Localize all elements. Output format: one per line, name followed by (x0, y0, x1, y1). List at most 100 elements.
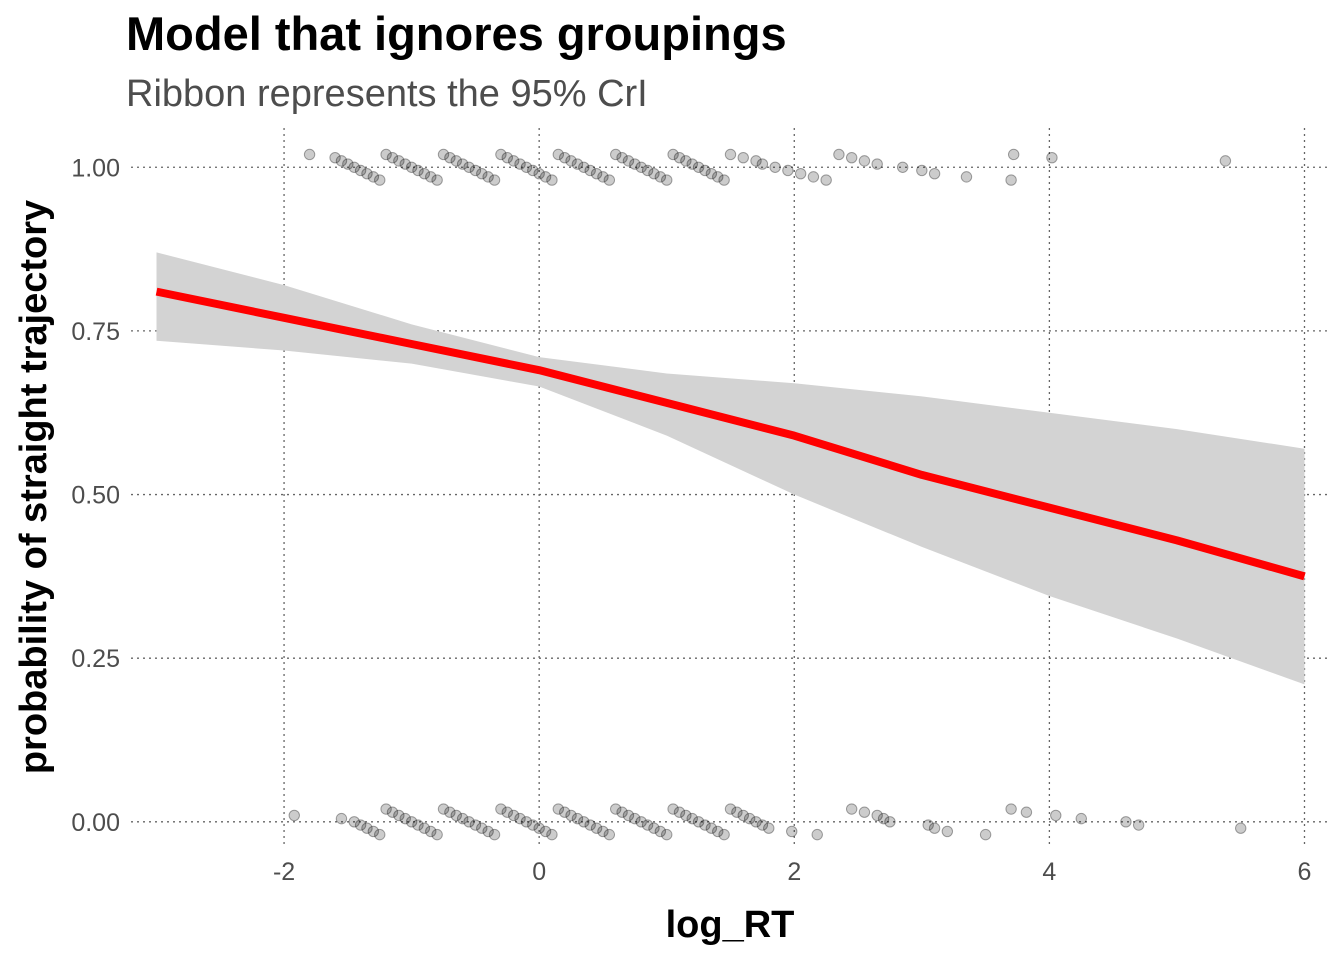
data-point (597, 171, 609, 183)
data-point (476, 167, 488, 180)
data-point (941, 825, 954, 838)
data-point (603, 828, 616, 841)
data-point (724, 148, 737, 161)
data-point (960, 171, 973, 183)
data-point (635, 161, 647, 173)
data-point (705, 822, 718, 834)
data-point (288, 809, 300, 822)
data-point (750, 155, 762, 167)
data-point (786, 825, 798, 838)
data-point (590, 822, 603, 834)
data-point (399, 812, 411, 825)
data-point (456, 158, 469, 170)
data-point (335, 812, 348, 825)
data-point (335, 155, 348, 167)
data-point (380, 803, 392, 815)
data-point (820, 174, 832, 186)
data-point (1120, 816, 1132, 828)
data-point (495, 803, 507, 815)
data-point (858, 155, 871, 167)
data-point (405, 816, 418, 828)
data-point (928, 822, 941, 834)
y-axis-ticks: 0.00 0.25 0.50 0.75 1.00 (71, 154, 120, 837)
data-point (571, 812, 584, 825)
data-point (1235, 822, 1247, 834)
data-point (514, 812, 526, 825)
data-point (488, 174, 501, 186)
data-point (374, 828, 386, 841)
data-point (527, 164, 539, 177)
data-point (1007, 148, 1020, 161)
data-point (348, 816, 360, 828)
data-point (845, 151, 858, 164)
data-point (546, 828, 558, 841)
data-point (412, 164, 424, 177)
data-point (1219, 155, 1232, 167)
data-point (597, 825, 609, 838)
data-point (763, 822, 775, 834)
y-tick-label: 0.75 (71, 318, 120, 346)
data-point (1075, 812, 1087, 825)
data-point (610, 148, 622, 161)
data-point (520, 816, 533, 828)
data-point (686, 812, 698, 825)
data-point (705, 167, 718, 180)
data-point (871, 158, 883, 170)
data-point (584, 164, 596, 177)
data-point (476, 822, 488, 834)
data-point (737, 809, 749, 822)
data-point (1132, 819, 1145, 831)
data-point (916, 164, 928, 177)
data-point (425, 171, 437, 183)
data-point (507, 155, 520, 167)
data-point (858, 806, 871, 818)
x-tick-label: 6 (1298, 858, 1312, 886)
data-point (622, 809, 635, 822)
data-point (629, 812, 641, 825)
data-point (367, 171, 380, 183)
data-point (648, 822, 660, 834)
data-point (361, 167, 373, 180)
data-point (590, 167, 603, 180)
data-point (303, 148, 316, 161)
data-point (514, 158, 526, 170)
x-tick-label: 2 (787, 858, 801, 886)
fitted-line-layer (155, 287, 1306, 581)
data-point (661, 174, 673, 186)
data-point (782, 164, 794, 177)
data-point (437, 803, 450, 815)
data-point (756, 158, 769, 170)
data-point (833, 148, 845, 161)
data-point (743, 812, 756, 825)
data-point (469, 164, 482, 177)
data-point (444, 151, 456, 164)
data-point (616, 151, 628, 164)
data-point (699, 819, 711, 831)
data-point (463, 816, 475, 828)
data-point (418, 822, 431, 834)
data-point (565, 155, 577, 167)
x-tick-label: -2 (273, 858, 295, 886)
data-point (431, 174, 443, 186)
data-point (610, 803, 622, 815)
data-point (437, 148, 450, 161)
data-point (469, 819, 482, 831)
y-tick-label: 0.25 (71, 645, 120, 673)
data-point (1046, 151, 1058, 164)
data-point (731, 806, 743, 818)
data-point (724, 803, 737, 815)
data-point (539, 825, 552, 838)
data-point (654, 825, 667, 838)
data-point (661, 828, 673, 841)
data-point (399, 158, 411, 170)
data-point (463, 161, 475, 173)
data-point (737, 151, 749, 164)
data-point (361, 822, 373, 834)
data-point (1020, 806, 1033, 818)
data-point (718, 174, 730, 186)
data-point (648, 167, 660, 180)
data-point (527, 819, 539, 831)
data-point (418, 167, 431, 180)
data-point (488, 828, 501, 841)
